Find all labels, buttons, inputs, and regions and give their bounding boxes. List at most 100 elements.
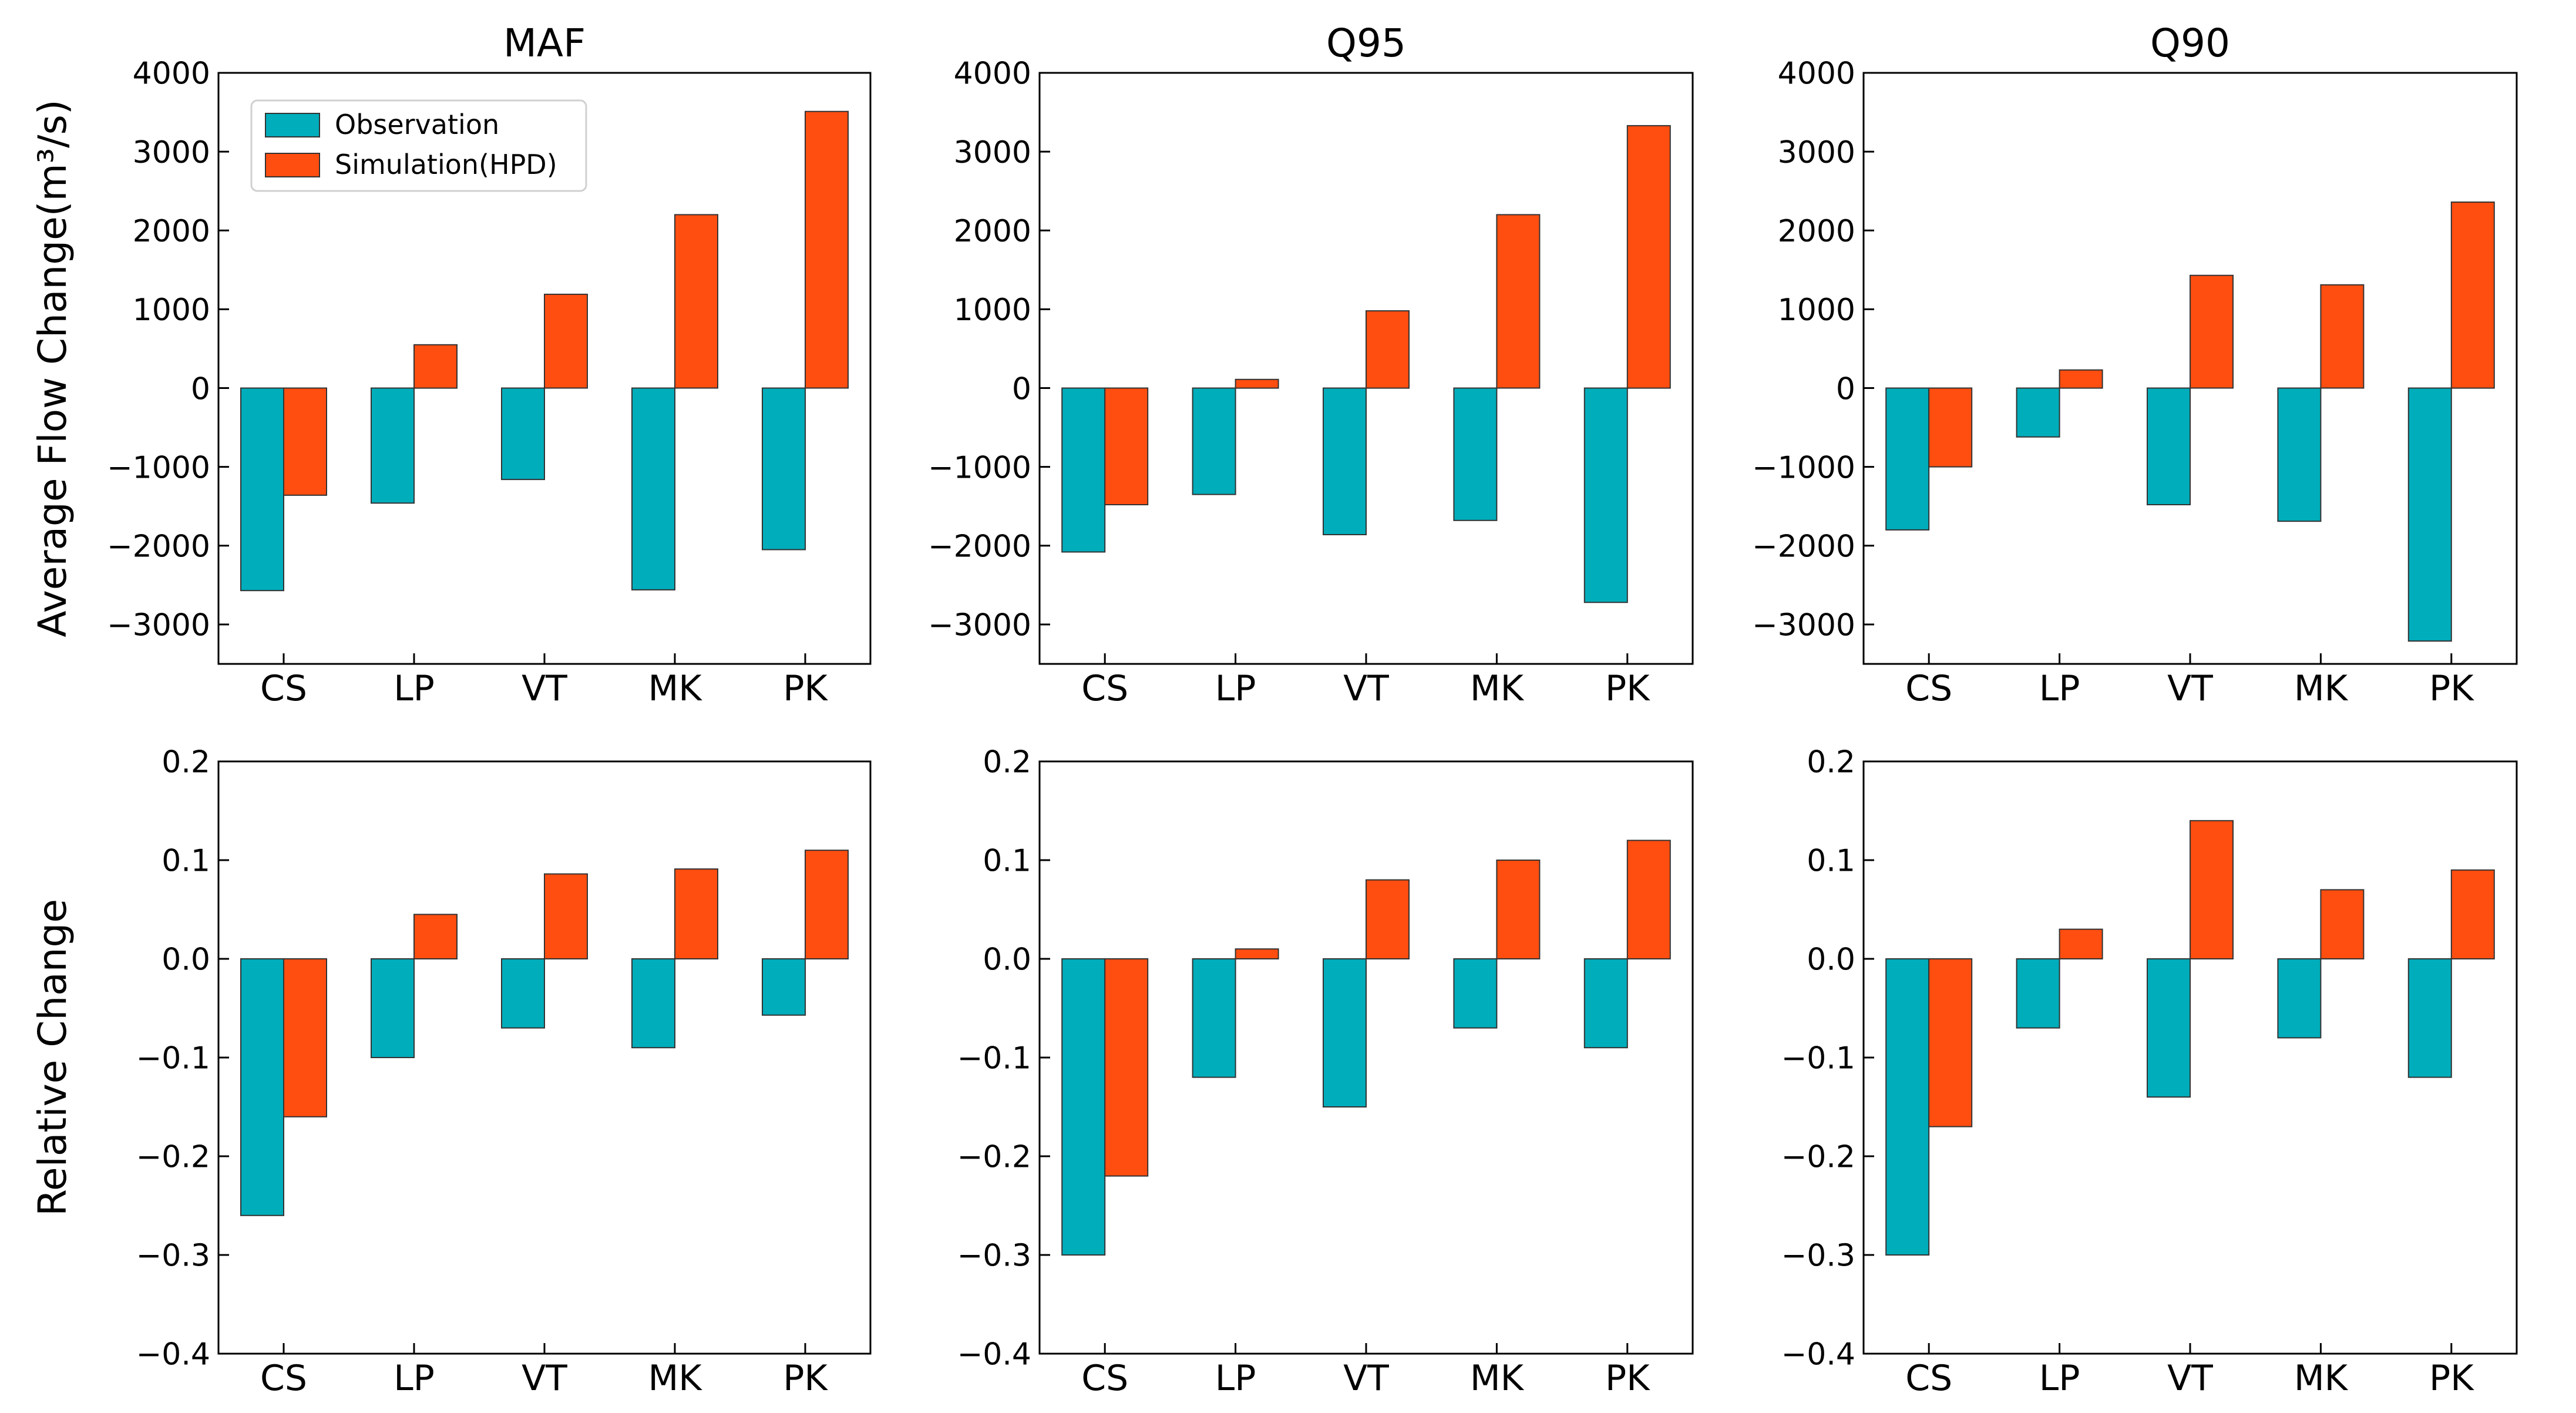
y-tick-label: −3000: [1752, 608, 1855, 643]
y-tick-label: −0.2: [1781, 1140, 1855, 1175]
y-tick-label: 0.2: [1807, 745, 1855, 780]
y-tick-label: 2000: [1778, 214, 1855, 249]
x-tick-label-vt: VT: [522, 1358, 567, 1399]
y-tick-label: 2000: [954, 214, 1031, 249]
y-tick-label: 0.1: [983, 844, 1031, 879]
x-tick-label-vt: VT: [1343, 668, 1389, 709]
x-tick-label-mk: MK: [1470, 1358, 1525, 1399]
bar-observation-mk: [1453, 387, 1498, 521]
bar-observation-pk: [1583, 387, 1628, 603]
bar-simulation-cs: [1104, 958, 1149, 1177]
y-tick-label: −0.3: [1781, 1239, 1855, 1274]
y-axis-label: Average Flow Change(m³/s): [30, 99, 75, 637]
y-tick-label: 2000: [133, 214, 210, 249]
y-tick-label: 4000: [133, 56, 210, 92]
y-tick-label: −0.4: [957, 1337, 1031, 1372]
panel-3: −0.4 −0.3 −0.2 −0.1 0.0 0.1 0.2 CS LP VT MK PK Relat…: [30, 745, 872, 1399]
bar-simulation-mk: [2320, 284, 2365, 389]
legend-label-observation: Observation: [335, 109, 499, 140]
x-tick-label-mk: MK: [648, 668, 702, 709]
bar-observation-lp: [1192, 958, 1236, 1078]
bar-simulation-lp: [413, 344, 458, 389]
bar-simulation-mk: [674, 214, 718, 389]
bar-simulation-mk: [1496, 214, 1541, 389]
panel-4: −0.4 −0.3 −0.2 −0.1 0.0 0.1 0.2 CS LP VT MK PK: [957, 745, 1694, 1399]
legend-swatch-observation: [265, 113, 320, 137]
y-tick-label: 1000: [133, 293, 210, 328]
y-tick-label: 0.0: [1807, 942, 1855, 978]
bar-simulation-pk: [2450, 202, 2495, 389]
bar-observation-pk: [2407, 387, 2452, 642]
bar-observation-cs: [1885, 958, 1930, 1256]
bar-observation-pk: [762, 387, 806, 551]
bar-observation-pk: [2407, 958, 2452, 1078]
y-tick-label: 0: [1836, 371, 1855, 407]
y-tick-label: −2000: [107, 529, 210, 565]
bar-simulation-mk: [2320, 889, 2365, 960]
x-tick-label-lp: LP: [394, 668, 435, 709]
y-tick-label: −1000: [1752, 450, 1855, 485]
bar-simulation-vt: [1366, 310, 1410, 389]
y-tick-label: 0: [191, 371, 210, 407]
bar-simulation-cs: [283, 958, 327, 1117]
y-tick-label: −0.1: [957, 1041, 1031, 1076]
y-tick-label: 0.1: [1807, 844, 1855, 879]
bar-simulation-vt: [2190, 274, 2234, 389]
bar-observation-mk: [2277, 387, 2322, 522]
x-tick-label-cs: CS: [1905, 668, 1952, 709]
bar-observation-cs: [1061, 958, 1106, 1256]
bar-simulation-cs: [283, 387, 327, 496]
y-tick-label: 0.2: [162, 745, 210, 780]
bar-observation-pk: [762, 958, 806, 1016]
bar-simulation-lp: [2059, 369, 2103, 389]
bar-simulation-pk: [2450, 869, 2495, 960]
y-tick-label: −1000: [928, 450, 1031, 485]
x-tick-label-pk: PK: [2429, 668, 2474, 709]
bar-observation-vt: [501, 958, 545, 1029]
bar-simulation-pk: [1626, 840, 1671, 960]
y-tick-label: 0: [1012, 371, 1031, 407]
bar-observation-cs: [1061, 387, 1106, 553]
y-tick-label: −2000: [928, 529, 1031, 565]
bar-observation-pk: [1583, 958, 1628, 1049]
panel-title: Q95: [1326, 21, 1406, 66]
bar-observation-mk: [1453, 958, 1498, 1029]
x-tick-label-vt: VT: [2167, 1358, 2213, 1399]
bar-observation-cs: [240, 958, 284, 1216]
x-tick-label-lp: LP: [1215, 1358, 1256, 1399]
bar-simulation-vt: [544, 873, 588, 959]
bar-simulation-cs: [1104, 387, 1149, 505]
x-tick-label-pk: PK: [1605, 668, 1650, 709]
legend-swatch-simulation: [265, 153, 320, 177]
bar-simulation-mk: [1496, 860, 1541, 959]
x-tick-label-lp: LP: [1215, 668, 1256, 709]
x-tick-label-lp: LP: [2039, 668, 2080, 709]
bar-observation-mk: [2277, 958, 2322, 1039]
x-tick-label-pk: PK: [2429, 1358, 2474, 1399]
legend-label-simulation: Simulation(HPD): [335, 149, 557, 180]
y-tick-label: 3000: [1778, 135, 1855, 170]
y-tick-label: 1000: [954, 293, 1031, 328]
y-tick-label: 0.1: [162, 844, 210, 879]
bar-observation-cs: [1885, 387, 1930, 531]
bar-simulation-lp: [413, 914, 458, 960]
bar-simulation-cs: [1928, 387, 1973, 468]
bar-observation-lp: [371, 387, 415, 504]
bar-observation-lp: [371, 958, 415, 1058]
x-tick-label-mk: MK: [648, 1358, 702, 1399]
panel-1: −3000 −2000 −1000 0 1000 2000 3000 4000 CS LP VT MK…: [928, 21, 1694, 709]
y-tick-label: −2000: [1752, 529, 1855, 565]
bar-observation-cs: [240, 387, 284, 592]
y-tick-label: 0.2: [983, 745, 1031, 780]
panel-title: Q90: [2150, 21, 2230, 66]
y-tick-label: −0.1: [1781, 1041, 1855, 1076]
x-tick-label-lp: LP: [2039, 1358, 2080, 1399]
bar-observation-vt: [2147, 387, 2191, 505]
x-tick-label-cs: CS: [1081, 668, 1128, 709]
y-tick-label: −0.1: [136, 1041, 210, 1076]
bar-observation-vt: [501, 387, 545, 481]
x-tick-label-pk: PK: [783, 1358, 828, 1399]
bar-simulation-lp: [1235, 948, 1279, 959]
legend-frame: [250, 99, 587, 192]
y-tick-label: −0.3: [957, 1239, 1031, 1274]
